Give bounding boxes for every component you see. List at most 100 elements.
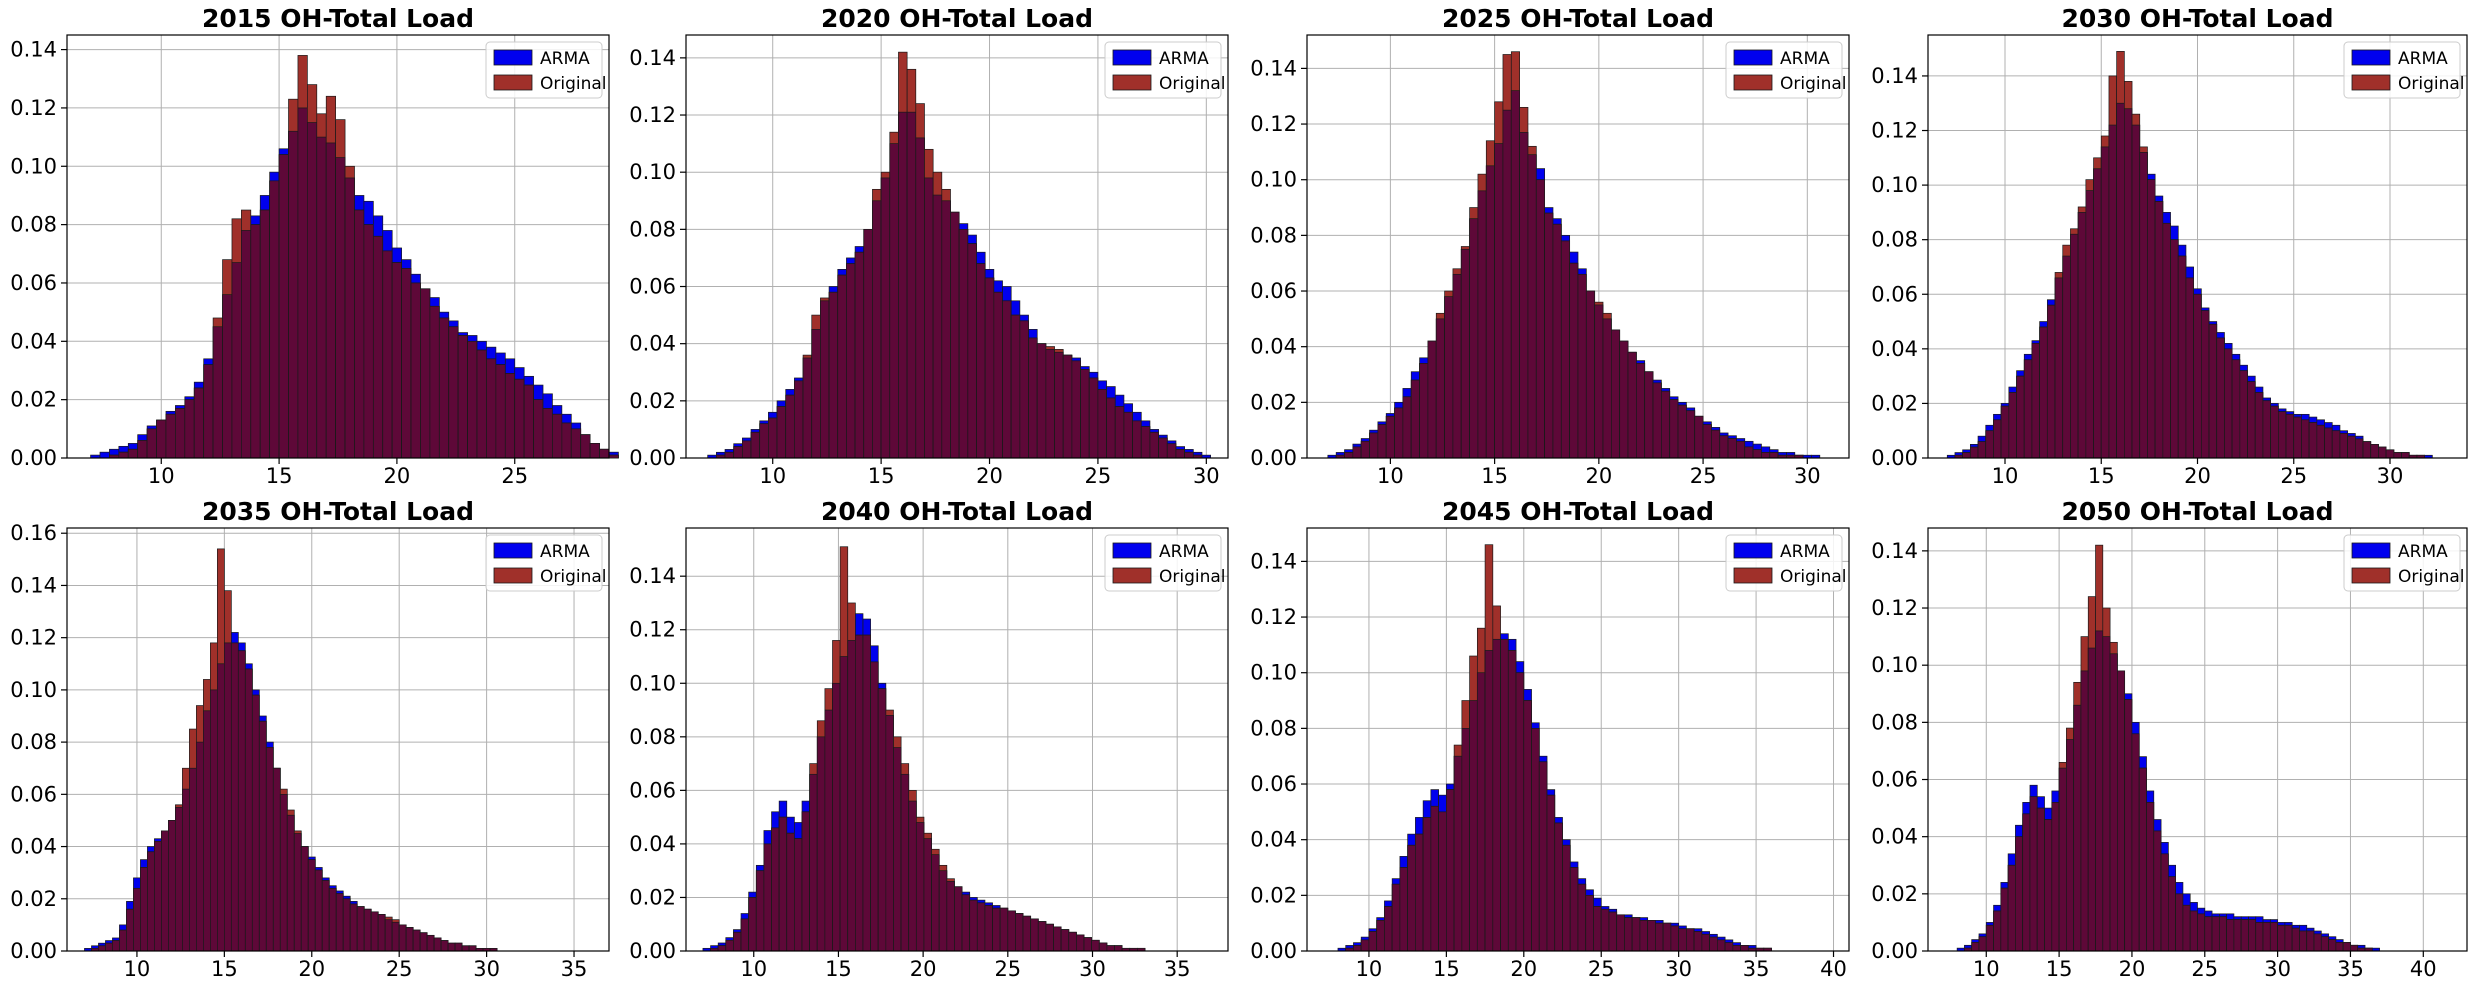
overlap-bar bbox=[2212, 917, 2219, 951]
y-tick-label: 0.14 bbox=[629, 564, 676, 588]
arma-bar bbox=[100, 452, 109, 458]
legend-swatch-arma bbox=[494, 543, 532, 558]
overlap-bar bbox=[2066, 740, 2073, 952]
y-tick-label: 0.04 bbox=[10, 835, 57, 859]
overlap-bar bbox=[1107, 946, 1115, 951]
overlap-bar bbox=[786, 395, 795, 458]
overlap-bar bbox=[392, 922, 399, 951]
chart-panel-7: 10 15 20 25 30 35 400.000.020.040.060.080.100.… bbox=[1871, 497, 2467, 981]
x-tick-label: 25 bbox=[501, 464, 528, 488]
overlap-bar bbox=[1470, 701, 1478, 951]
x-tick-label: 40 bbox=[1820, 957, 1847, 981]
y-tick-label: 0.06 bbox=[629, 778, 676, 802]
overlap-bar bbox=[1008, 911, 1016, 951]
overlap-bar bbox=[251, 225, 260, 458]
overlap-bar bbox=[977, 903, 985, 951]
overlap-bar bbox=[1595, 305, 1603, 458]
x-tick-label: 15 bbox=[211, 957, 238, 981]
overlap-bar bbox=[1133, 421, 1142, 458]
y-tick-label: 0.06 bbox=[1250, 279, 1297, 303]
overlap-bar bbox=[458, 335, 467, 458]
overlap-bar bbox=[2178, 256, 2186, 458]
overlap-bar bbox=[1370, 433, 1378, 458]
x-tick-label: 15 bbox=[266, 464, 293, 488]
x-tick-label: 25 bbox=[1690, 464, 1717, 488]
overlap-bar bbox=[1436, 319, 1444, 458]
legend-swatch-arma bbox=[1113, 50, 1151, 65]
overlap-bar bbox=[1728, 439, 1736, 458]
overlap-bar bbox=[1377, 920, 1385, 951]
y-tick-label: 0.06 bbox=[10, 782, 57, 806]
y-tick-label: 0.14 bbox=[629, 46, 676, 70]
x-tick-label: 30 bbox=[1193, 464, 1220, 488]
overlap-bar bbox=[2147, 802, 2154, 951]
overlap-bar bbox=[1031, 919, 1039, 951]
overlap-bar bbox=[1061, 930, 1069, 951]
overlap-bar bbox=[1725, 943, 1733, 951]
overlap-bar bbox=[2037, 808, 2044, 951]
overlap-bar bbox=[1586, 291, 1594, 458]
overlap-bar bbox=[2317, 425, 2325, 458]
overlap-bar bbox=[1345, 452, 1353, 458]
overlap-bar bbox=[846, 264, 855, 458]
y-tick-label: 0.12 bbox=[1250, 605, 1297, 629]
x-tick-label: 10 bbox=[759, 464, 786, 488]
overlap-bar bbox=[1555, 823, 1563, 951]
overlap-bar bbox=[916, 822, 924, 951]
overlap-bar bbox=[469, 946, 476, 951]
overlap-bar bbox=[259, 721, 266, 951]
legend-swatch-original bbox=[1734, 75, 1772, 90]
overlap-bar bbox=[838, 275, 847, 458]
overlap-bar bbox=[231, 643, 238, 951]
overlap-bar bbox=[1431, 806, 1439, 951]
overlap-bar bbox=[280, 794, 287, 951]
overlap-bar bbox=[1978, 442, 1986, 458]
overlap-bar bbox=[496, 365, 505, 458]
x-tick-label: 10 bbox=[1377, 464, 1404, 488]
overlap-bar bbox=[2009, 393, 2017, 458]
overlap-bar bbox=[2017, 376, 2025, 458]
overlap-bar bbox=[812, 329, 821, 458]
x-tick-label: 10 bbox=[740, 957, 767, 981]
overlap-bar bbox=[2078, 212, 2086, 458]
overlap-bar bbox=[2314, 934, 2321, 951]
overlap-bar bbox=[224, 643, 231, 951]
overlap-bar bbox=[977, 264, 986, 458]
chart-title: 2045 OH-Total Load bbox=[1442, 497, 1714, 526]
overlap-bar bbox=[402, 268, 411, 458]
overlap-bar bbox=[872, 201, 881, 458]
legend-label-arma: ARMA bbox=[540, 49, 590, 69]
overlap-bar bbox=[1392, 884, 1400, 951]
overlap-bar bbox=[2155, 201, 2163, 458]
overlap-bar bbox=[985, 278, 994, 458]
overlap-bar bbox=[175, 807, 182, 951]
overlap-bar bbox=[1081, 369, 1090, 458]
overlap-bar bbox=[890, 144, 899, 458]
overlap-bar bbox=[2378, 447, 2386, 458]
overlap-bar bbox=[1000, 908, 1008, 951]
overlap-bar bbox=[1563, 845, 1571, 951]
overlap-bar bbox=[1115, 946, 1123, 951]
overlap-bar bbox=[1686, 411, 1694, 458]
x-tick-label: 25 bbox=[2191, 957, 2218, 981]
overlap-bar bbox=[718, 946, 726, 951]
overlap-bar bbox=[1553, 224, 1561, 458]
overlap-bar bbox=[810, 774, 818, 951]
overlap-bar bbox=[147, 429, 156, 458]
overlap-bar bbox=[1570, 263, 1578, 458]
overlap-bar bbox=[933, 195, 942, 458]
overlap-bar bbox=[1378, 425, 1386, 458]
overlap-bar bbox=[2234, 920, 2241, 951]
overlap-bar bbox=[2240, 371, 2248, 458]
y-tick-label: 0.12 bbox=[1250, 112, 1297, 136]
overlap-bar bbox=[434, 938, 441, 951]
overlap-bar bbox=[157, 420, 166, 458]
overlap-bar bbox=[924, 178, 933, 458]
overlap-bar bbox=[1037, 344, 1046, 458]
overlap-bar bbox=[1046, 349, 1055, 458]
overlap-bar bbox=[2101, 147, 2109, 458]
overlap-bar bbox=[1084, 938, 1092, 951]
legend-label-original: Original bbox=[1780, 74, 1847, 94]
overlap-bar bbox=[2059, 768, 2066, 951]
overlap-bar bbox=[2227, 920, 2234, 951]
